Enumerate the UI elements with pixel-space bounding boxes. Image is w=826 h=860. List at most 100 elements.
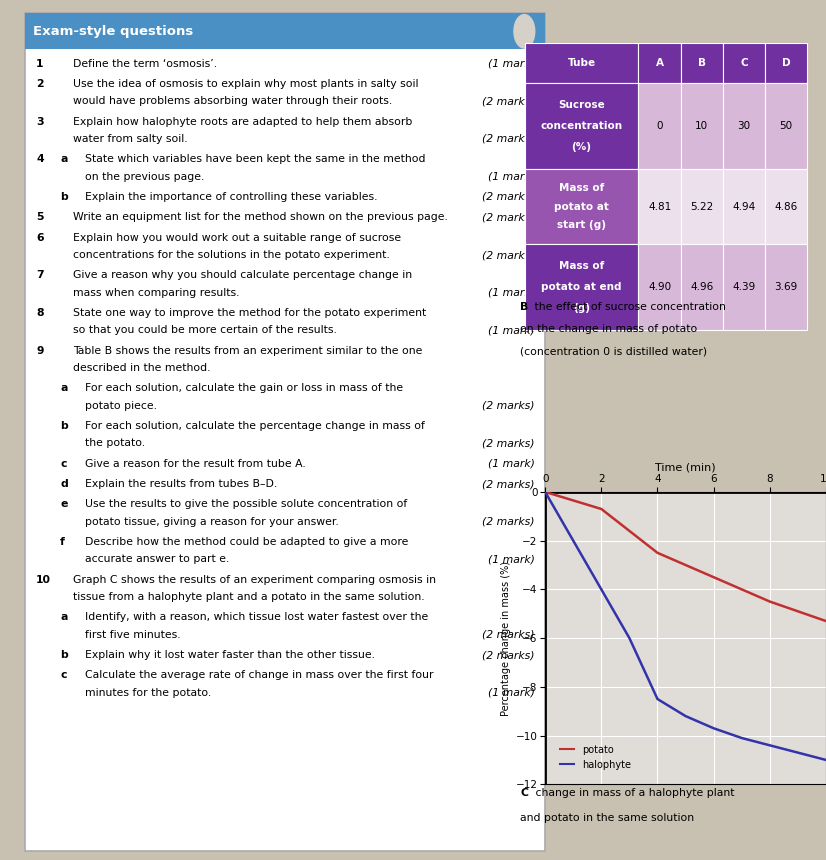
Text: Explain the importance of controlling these variables.: Explain the importance of controlling th… <box>84 192 377 202</box>
Text: Define the term ‘osmosis’.: Define the term ‘osmosis’. <box>73 58 216 69</box>
Text: 6: 6 <box>36 233 44 243</box>
Text: the potato.: the potato. <box>84 439 145 448</box>
Text: f: f <box>60 538 65 547</box>
Text: would have problems absorbing water through their roots.: would have problems absorbing water thro… <box>73 96 392 107</box>
Text: a: a <box>60 154 68 164</box>
Bar <box>723 83 765 169</box>
Text: b: b <box>60 650 68 660</box>
Text: (1 mark): (1 mark) <box>488 287 534 298</box>
Text: on the previous page.: on the previous page. <box>84 171 204 181</box>
Text: Explain how you would work out a suitable range of sucrose: Explain how you would work out a suitabl… <box>73 233 401 243</box>
Text: C: C <box>520 788 529 798</box>
Text: Use the idea of osmosis to explain why most plants in salty soil: Use the idea of osmosis to explain why m… <box>73 79 418 89</box>
Text: described in the method.: described in the method. <box>73 363 210 373</box>
Text: potato at: potato at <box>554 201 609 212</box>
Text: b: b <box>60 421 68 431</box>
Text: c: c <box>60 671 67 680</box>
Text: c: c <box>60 458 67 469</box>
Text: a: a <box>60 612 68 623</box>
Bar <box>765 83 807 169</box>
Text: (2 marks): (2 marks) <box>482 134 534 144</box>
Text: 3.69: 3.69 <box>775 282 798 292</box>
Text: Use the results to give the possible solute concentration of: Use the results to give the possible sol… <box>84 500 407 509</box>
Text: 5: 5 <box>36 212 44 223</box>
Text: a: a <box>60 384 68 393</box>
Text: (2 marks): (2 marks) <box>482 439 534 448</box>
Text: (concentration 0 is distilled water): (concentration 0 is distilled water) <box>520 347 708 356</box>
Text: Describe how the method could be adapted to give a more: Describe how the method could be adapted… <box>84 538 408 547</box>
Text: change in mass of a halophyte plant: change in mass of a halophyte plant <box>532 788 734 798</box>
Text: 4: 4 <box>36 154 44 164</box>
Text: 4.81: 4.81 <box>648 201 672 212</box>
Text: (2 marks): (2 marks) <box>482 630 534 640</box>
Text: Table B shows the results from an experiment similar to the one: Table B shows the results from an experi… <box>73 346 422 356</box>
Text: 2: 2 <box>36 79 44 89</box>
Text: 0: 0 <box>657 121 662 131</box>
Text: start (g): start (g) <box>557 220 606 230</box>
Text: (1 mark): (1 mark) <box>488 688 534 697</box>
Bar <box>765 244 807 329</box>
Bar <box>765 169 807 244</box>
Text: State which variables have been kept the same in the method: State which variables have been kept the… <box>84 154 425 164</box>
Text: and potato in the same solution: and potato in the same solution <box>520 813 695 823</box>
Text: (1 mark): (1 mark) <box>488 58 534 69</box>
Text: accurate answer to part e.: accurate answer to part e. <box>84 555 229 564</box>
Bar <box>681 83 723 169</box>
Text: B: B <box>520 303 529 312</box>
Text: on the change in mass of potato: on the change in mass of potato <box>520 324 698 335</box>
Text: Write an equipment list for the method shown on the previous page.: Write an equipment list for the method s… <box>73 212 448 223</box>
Text: (2 marks): (2 marks) <box>482 250 534 260</box>
Bar <box>723 169 765 244</box>
Bar <box>681 43 723 83</box>
Text: (g): (g) <box>573 304 590 313</box>
Text: (2 marks): (2 marks) <box>482 479 534 489</box>
Text: (1 mark): (1 mark) <box>488 171 534 181</box>
Circle shape <box>514 15 534 48</box>
Text: (%): (%) <box>572 143 591 152</box>
Bar <box>525 169 638 244</box>
Text: (2 marks): (2 marks) <box>482 96 534 107</box>
Text: Tube: Tube <box>567 58 596 68</box>
Text: water from salty soil.: water from salty soil. <box>73 134 188 144</box>
Text: D: D <box>781 58 790 68</box>
Text: Identify, with a reason, which tissue lost water fastest over the: Identify, with a reason, which tissue lo… <box>84 612 428 623</box>
Text: 4.86: 4.86 <box>775 201 798 212</box>
Text: (1 mark): (1 mark) <box>488 325 534 335</box>
Text: 10: 10 <box>695 121 709 131</box>
Text: potato at end: potato at end <box>541 282 622 292</box>
Text: tissue from a halophyte plant and a potato in the same solution.: tissue from a halophyte plant and a pota… <box>73 592 425 602</box>
Bar <box>25 13 545 49</box>
Text: 5.22: 5.22 <box>691 201 714 212</box>
Bar <box>638 83 681 169</box>
Text: (2 marks): (2 marks) <box>482 212 534 223</box>
Text: For each solution, calculate the gain or loss in mass of the: For each solution, calculate the gain or… <box>84 384 403 393</box>
Text: 8: 8 <box>36 308 44 318</box>
Text: Give a reason why you should calculate percentage change in: Give a reason why you should calculate p… <box>73 270 412 280</box>
Text: Give a reason for the result from tube A.: Give a reason for the result from tube A… <box>84 458 306 469</box>
Text: 10: 10 <box>36 574 51 585</box>
Bar <box>638 169 681 244</box>
Text: 4.90: 4.90 <box>648 282 672 292</box>
Text: Explain the results from tubes B–D.: Explain the results from tubes B–D. <box>84 479 277 489</box>
Bar <box>681 244 723 329</box>
Bar <box>681 169 723 244</box>
Legend: potato, halophyte: potato, halophyte <box>556 741 634 774</box>
Text: For each solution, calculate the percentage change in mass of: For each solution, calculate the percent… <box>84 421 425 431</box>
Text: Explain how halophyte roots are adapted to help them absorb: Explain how halophyte roots are adapted … <box>73 117 412 126</box>
Text: 4.94: 4.94 <box>733 201 756 212</box>
Text: (2 marks): (2 marks) <box>482 401 534 410</box>
Bar <box>723 244 765 329</box>
Text: Calculate the average rate of change in mass over the first four: Calculate the average rate of change in … <box>84 671 433 680</box>
Text: d: d <box>60 479 68 489</box>
Text: Mass of: Mass of <box>559 261 604 271</box>
Text: (2 marks): (2 marks) <box>482 517 534 526</box>
Text: 3: 3 <box>36 117 44 126</box>
Text: potato piece.: potato piece. <box>84 401 157 410</box>
Y-axis label: Percentage change in mass (%): Percentage change in mass (%) <box>501 561 511 716</box>
Text: so that you could be more certain of the results.: so that you could be more certain of the… <box>73 325 336 335</box>
X-axis label: Time (min): Time (min) <box>655 462 716 472</box>
Text: A: A <box>656 58 663 68</box>
Text: Exam-style questions: Exam-style questions <box>32 25 192 38</box>
Text: the effect of sucrose concentration: the effect of sucrose concentration <box>530 303 725 312</box>
Text: B: B <box>698 58 705 68</box>
